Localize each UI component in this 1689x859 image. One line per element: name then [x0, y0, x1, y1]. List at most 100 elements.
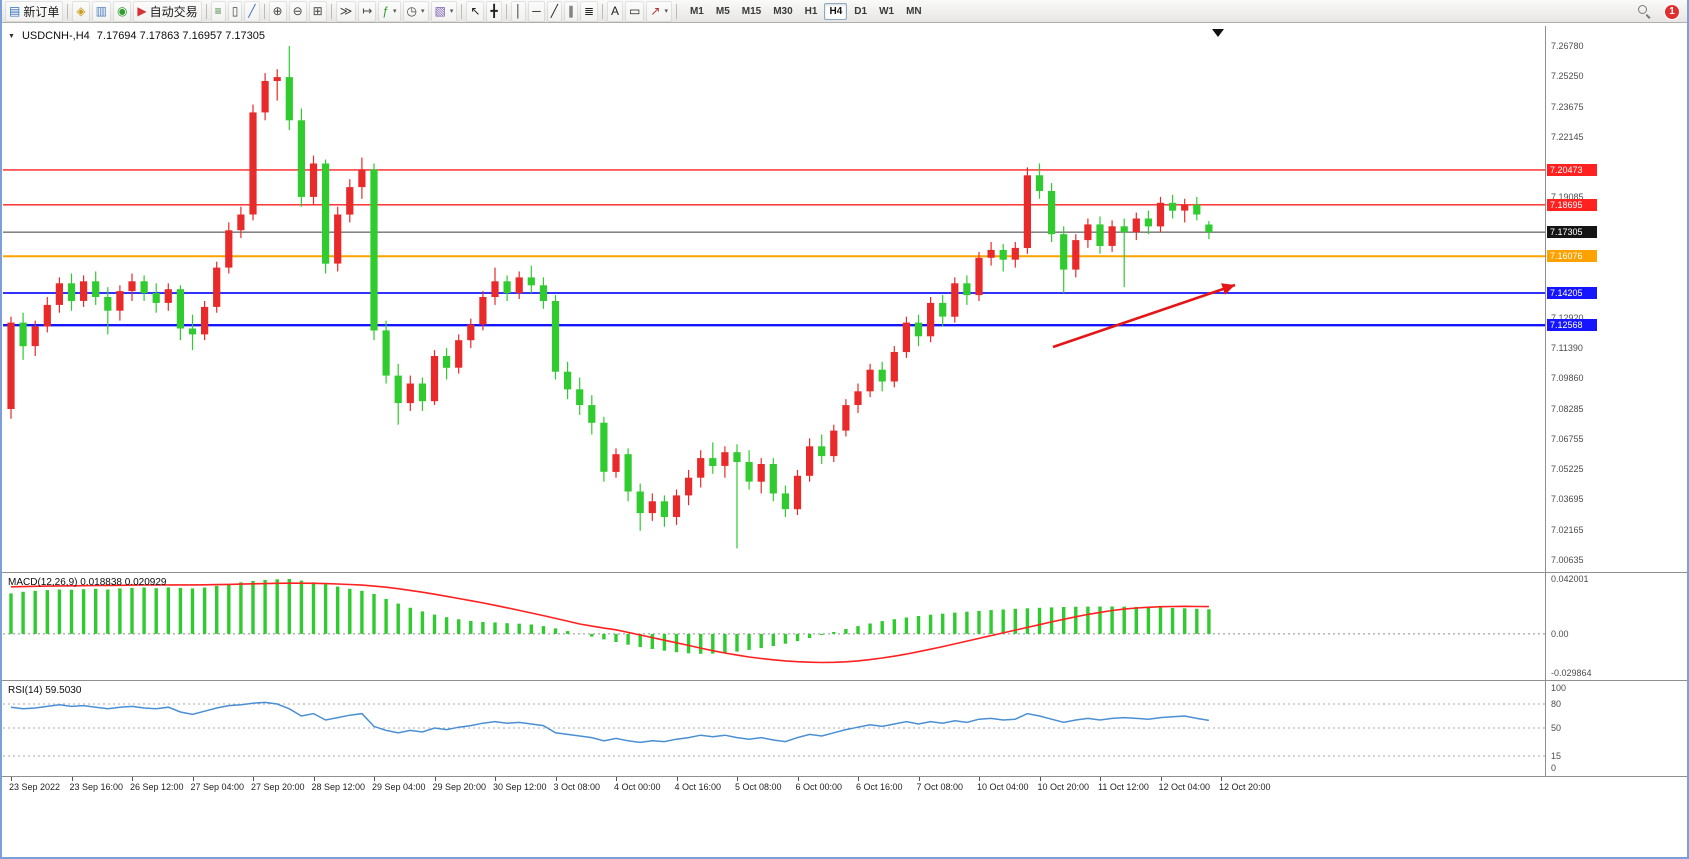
vertical-line-button[interactable]: │ [510, 0, 527, 22]
rsi-axis-label: 0 [1551, 763, 1557, 773]
rsi-axis-label: 80 [1551, 699, 1562, 709]
cursor-button[interactable]: ↖ [466, 0, 485, 22]
time-axis[interactable]: 23 Sep 2022 23 Sep 16:00 26 Sep 12:00 27 Se… [3, 777, 1603, 799]
horizontal-line-icon: ─ [532, 4, 541, 18]
time-axis-label: 10 Oct 20:00 [1037, 782, 1090, 792]
auto-scroll-icon: ≫ [339, 4, 353, 18]
indicators-button[interactable]: ƒ ▾ [378, 0, 401, 22]
price-chart[interactable] [3, 26, 1545, 572]
auto-scroll-button[interactable]: ≫ [335, 0, 357, 22]
window-border-left [0, 0, 2, 859]
timeframe-m5-button[interactable]: M5 [715, 5, 730, 17]
timeframe-w1-button[interactable]: W1 [879, 5, 895, 17]
ohlc-values: 7.17694 7.17863 7.16957 7.17305 [96, 30, 265, 42]
mql5-community-button[interactable]: ◈ [72, 0, 90, 22]
periods-button[interactable]: ◷ ▾ [402, 0, 429, 22]
symbol-period-label: USDCNH-,H4 [21, 30, 90, 42]
time-axis-tick [1100, 777, 1101, 781]
timeframe-m15-button[interactable]: M15 [741, 5, 762, 17]
macd-histogram [9, 579, 1211, 654]
time-axis-tick [1160, 777, 1162, 781]
periods-icon: ◷ [406, 4, 418, 18]
horizontal-line-button[interactable]: ─ [528, 0, 545, 22]
level-price-tag: 7.14205 [1547, 287, 1597, 299]
time-axis-tick [374, 777, 375, 781]
text-label-button[interactable]: ▭ [625, 0, 645, 22]
trendline-button[interactable]: ╱ [546, 0, 562, 22]
zoom-out-icon: ⊖ [292, 4, 303, 18]
autotrading-button[interactable]: ▶ 自动交易 [133, 0, 202, 22]
metaeditor-button[interactable]: ◉ [112, 0, 132, 22]
candlestick-chart-icon: ▯ [231, 4, 239, 18]
timeframe-h4-button[interactable]: H4 [824, 2, 848, 20]
line-chart-button[interactable]: ╱ [244, 0, 260, 22]
metaeditor-icon: ◉ [116, 4, 128, 18]
templates-button[interactable]: ▧ ▾ [430, 0, 458, 22]
time-axis-label: 12 Oct 20:00 [1219, 782, 1271, 792]
price-axis-label: 7.05225 [1551, 464, 1584, 475]
fibonacci-button[interactable]: ≣ [579, 0, 599, 22]
zoom-out-button[interactable]: ⊖ [288, 0, 307, 22]
panel-splitter[interactable] [0, 680, 1689, 681]
macd-panel[interactable] [3, 574, 1545, 679]
vertical-line-icon: │ [514, 4, 523, 18]
time-axis-label: 29 Sep 04:00 [372, 782, 426, 792]
time-axis-label: 27 Sep 20:00 [251, 782, 305, 792]
time-axis-tick [797, 777, 799, 781]
price-axis-label: 7.25250 [1551, 71, 1584, 82]
price-axis-label: 7.19085 [1551, 192, 1584, 203]
panel-splitter[interactable] [0, 572, 1689, 573]
price-axis[interactable]: 7.26780 7.25250 7.23675 7.22145 7.19085 7.129… [1545, 26, 1689, 776]
time-axis-tick [313, 777, 315, 781]
toolbar-separator [675, 3, 677, 19]
arrows-tool-button[interactable]: ↗ ▾ [646, 0, 672, 22]
rsi-panel[interactable] [3, 682, 1545, 775]
toolbar: ▤ 新订单 ◈ ▥ ◉ ▶ 自动交易 ≡ ▯ ╱ ⊕ ⊖ ⊞ ≫ ↦ ƒ ▾ ◷ ▾ ▧ ▾ ↖ ╋ │ ─ ╱ ∥ ≣ A ▭ ↗ ▾ M1… [0, 0, 1689, 23]
new-order-button[interactable]: ▤ 新订单 [5, 0, 64, 22]
time-axis-label: 29 Sep 20:00 [432, 782, 487, 792]
time-axis-tick [434, 777, 436, 781]
price-axis-label: 7.26780 [1551, 41, 1584, 51]
search-icon[interactable] [1638, 5, 1651, 19]
dropdown-caret-icon: ▾ [421, 8, 425, 15]
time-axis-tick [858, 777, 859, 781]
toolbar-separator [67, 3, 69, 19]
price-axis-label: 7.08285 [1551, 404, 1584, 415]
notification-badge[interactable]: 1 [1665, 4, 1679, 19]
chart-shift-marker [1212, 29, 1224, 37]
timeframe-mn-button[interactable]: MN [906, 5, 922, 17]
crosshair-button[interactable]: ╋ [486, 0, 502, 22]
new-chart-button[interactable]: ▥ [91, 0, 111, 22]
time-axis-tick [132, 777, 133, 781]
candlestick-chart-button[interactable]: ▯ [227, 0, 243, 22]
zoom-in-button[interactable]: ⊕ [268, 0, 287, 22]
channel-icon: ∥ [567, 4, 574, 18]
zoom-in-icon: ⊕ [272, 4, 283, 18]
time-axis-label: 26 Sep 12:00 [130, 782, 184, 792]
price-axis-label: 7.09860 [1551, 373, 1584, 384]
level-price-tag: 7.16076 [1547, 250, 1597, 263]
time-axis-label: 5 Oct 08:00 [735, 782, 782, 792]
bar-chart-button[interactable]: ≡ [210, 0, 226, 22]
price-axis-label: 7.00635 [1551, 554, 1584, 565]
text-button[interactable]: A [607, 0, 624, 22]
timeframe-h1-button[interactable]: H1 [804, 5, 818, 17]
arrows-tool-icon: ↗ [650, 4, 661, 18]
price-axis-label: 7.06755 [1551, 434, 1584, 445]
time-axis-tick [737, 777, 738, 781]
channel-button[interactable]: ∥ [563, 0, 578, 22]
tile-windows-button[interactable]: ⊞ [308, 0, 327, 22]
autotrading-icon: ▶ [137, 4, 147, 18]
timeframe-m30-button[interactable]: M30 [773, 5, 793, 17]
candles [7, 46, 1213, 549]
timeframe-d1-button[interactable]: D1 [854, 5, 868, 17]
cursor-icon: ↖ [470, 4, 481, 18]
time-axis-label: 11 Oct 12:00 [1098, 782, 1149, 792]
timeframe-m1-button[interactable]: M1 [689, 5, 704, 17]
toolbar-separator [602, 3, 604, 19]
chart-shift-button[interactable]: ↦ [358, 0, 377, 22]
time-axis-tick [918, 777, 920, 781]
time-axis-tick [253, 777, 254, 781]
one-click-trading-toggle[interactable]: ▼ [8, 32, 15, 40]
